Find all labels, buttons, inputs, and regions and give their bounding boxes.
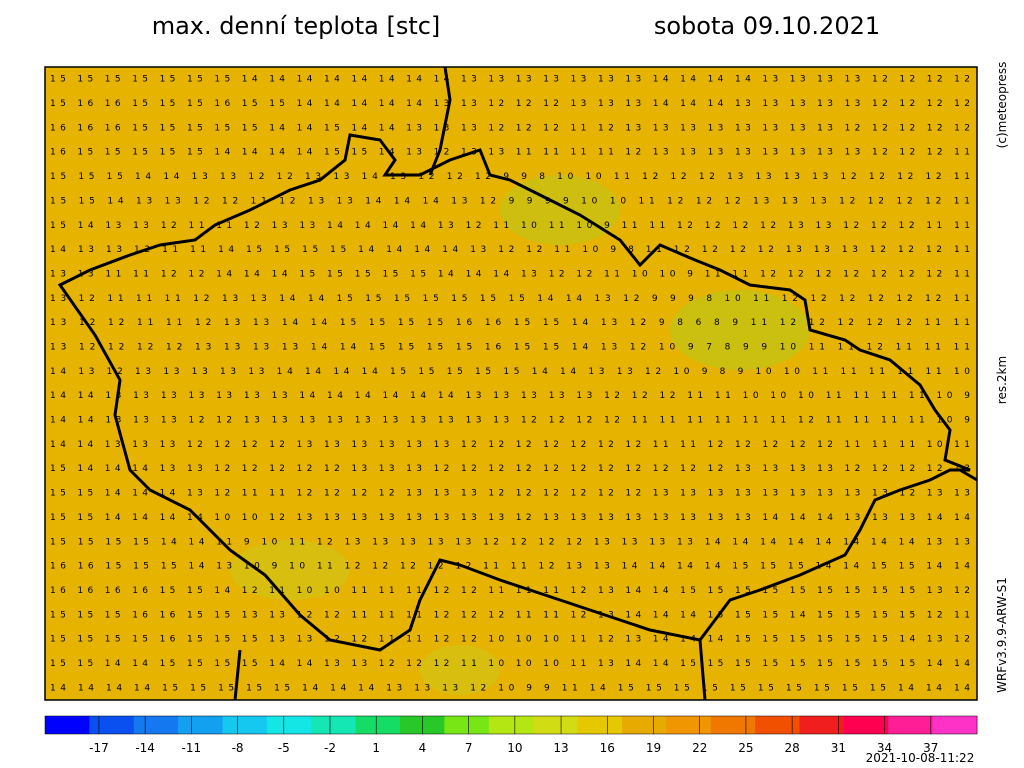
value-row: 15 16 16 15 15 15 16 15 15 14 14 14 14 1… — [50, 99, 970, 109]
cool-area — [230, 540, 350, 600]
map-title: max. denní teplota [stc] — [152, 12, 441, 40]
colorbar-tick-label: 25 — [738, 741, 753, 755]
colorbar-tick-label: 13 — [553, 741, 568, 755]
colorbar-tick-label: -5 — [278, 741, 290, 755]
colorbar-swatch — [488, 716, 534, 734]
colorbar-tick-label: 1 — [372, 741, 380, 755]
colorbar-tick-label: 22 — [692, 741, 707, 755]
colorbar-swatch — [133, 716, 179, 734]
value-row: 15 15 14 14 14 13 12 11 11 12 12 12 12 1… — [50, 489, 970, 499]
colorbar-swatch — [710, 716, 756, 734]
country-border — [57, 133, 971, 652]
colorbar-tick-label: 37 — [923, 741, 938, 755]
value-row: 13 12 11 11 11 12 13 13 14 14 15 15 15 1… — [50, 294, 970, 304]
value-row: 14 14 13 13 13 12 12 12 12 13 13 13 13 1… — [50, 440, 970, 450]
colorbar-swatch — [799, 716, 845, 734]
colorbar-swatch — [355, 716, 401, 734]
value-row: 14 13 13 12 11 11 14 15 15 15 15 14 14 1… — [50, 245, 970, 255]
colorbar-swatch — [888, 716, 934, 734]
colorbar-swatch — [666, 716, 712, 734]
value-row: 16 16 16 16 15 15 14 12 11 10 10 11 11 1… — [50, 586, 970, 596]
colorbar-swatch — [178, 716, 224, 734]
map-area: 15 15 15 15 15 15 15 14 14 14 14 14 14 1… — [44, 66, 978, 701]
cool-area — [670, 290, 810, 370]
colorbar-tick-label: -17 — [89, 741, 109, 755]
colorbar-tick-label: 34 — [877, 741, 892, 755]
value-row: 15 15 15 16 16 15 15 13 13 12 12 11 11 1… — [50, 610, 970, 620]
colorbar-tick-label: 19 — [646, 741, 661, 755]
colorbar-swatch — [843, 716, 889, 734]
map-background — [45, 67, 977, 700]
colorbar-swatch — [533, 716, 579, 734]
value-row: 15 15 15 15 14 14 11 9 10 11 12 13 13 13… — [50, 537, 970, 547]
colorbar-swatch — [577, 716, 623, 734]
colorbar-swatch — [89, 716, 135, 734]
cool-area — [420, 645, 500, 695]
value-row: 15 15 14 14 14 14 10 10 12 13 13 13 13 1… — [50, 513, 970, 523]
colorbar-swatch — [932, 716, 978, 734]
border-line — [233, 468, 978, 701]
colorbar-swatch — [311, 716, 357, 734]
colorbar-tick-label: -14 — [135, 741, 155, 755]
copyright: (c)meteopress — [995, 62, 1009, 149]
value-row: 15 15 15 15 15 15 15 14 14 14 14 14 14 1… — [50, 75, 970, 85]
timestamp: 2021-10-08-11:22 — [866, 751, 975, 765]
colorbar-tick-label: -8 — [232, 741, 244, 755]
colorbar-swatch — [621, 716, 667, 734]
model: WRFv3.9.9-ARW-S1 — [995, 577, 1009, 693]
colorbar-swatch — [266, 716, 312, 734]
map-date: sobota 09.10.2021 — [654, 12, 880, 40]
value-row: 15 14 14 14 13 13 12 12 12 12 12 13 13 1… — [50, 464, 970, 474]
cool-area — [500, 175, 620, 245]
colorbar-frame — [44, 715, 978, 735]
colorbar-tick-label: 28 — [784, 741, 799, 755]
colorbar-tick-label: 31 — [831, 741, 846, 755]
value-row: 15 15 15 15 16 15 15 15 13 13 12 12 11 1… — [50, 635, 970, 645]
colorbar-swatch — [45, 716, 90, 734]
colorbar-swatch — [755, 716, 800, 734]
colorbar-tick-label: 7 — [465, 741, 473, 755]
colorbar-swatch — [222, 716, 268, 734]
value-row: 16 16 16 15 15 15 15 15 14 14 15 14 14 1… — [50, 123, 970, 133]
colorbar-tick-label: -11 — [182, 741, 202, 755]
resolution: res.2km — [995, 356, 1009, 404]
value-row: 14 14 14 14 15 15 15 15 15 14 14 14 13 1… — [50, 683, 970, 693]
value-row: 15 15 14 13 13 12 12 11 12 13 13 14 14 1… — [50, 196, 970, 206]
value-row: 16 16 15 15 15 14 13 10 9 10 11 12 12 12… — [50, 562, 970, 572]
border-line — [428, 66, 452, 176]
colorbar-tick-label: -2 — [324, 741, 336, 755]
value-row: 16 15 15 15 15 15 14 14 14 14 15 15 14 1… — [50, 148, 970, 158]
colorbar-tick-label: 4 — [419, 741, 427, 755]
map-frame — [44, 66, 978, 701]
colorbar: -17 -14 -11 -8 -5 -2 1 4 7 10 13 16 19 22 25 28 31 34 37 — [44, 715, 978, 755]
colorbar-swatch — [444, 716, 490, 734]
colorbar-tick-label: 10 — [507, 741, 522, 755]
value-row: 15 15 14 14 15 15 15 15 14 14 13 13 12 1… — [50, 659, 970, 669]
colorbar-tick-label: 16 — [600, 741, 615, 755]
